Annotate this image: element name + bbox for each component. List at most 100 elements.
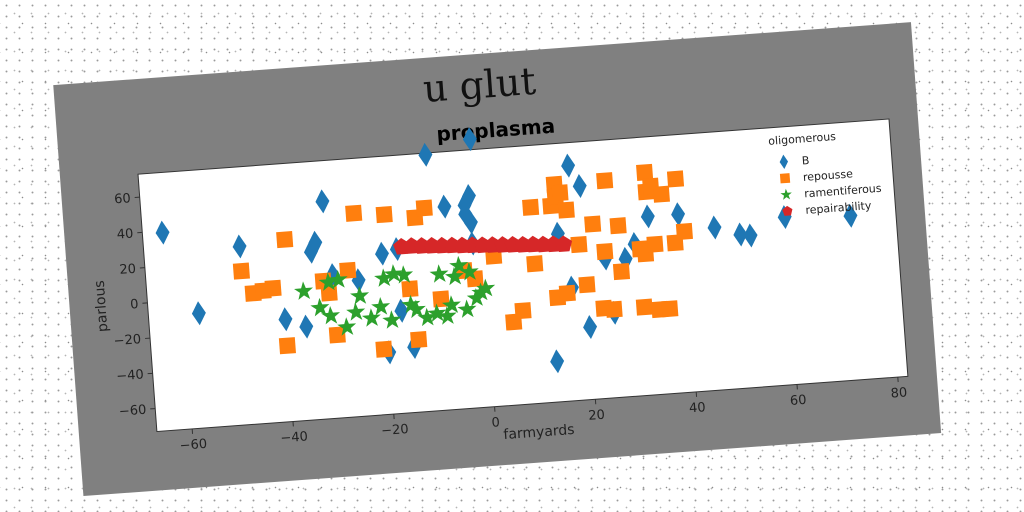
ramentiferous-marker: [350, 286, 370, 305]
legend-label: repousse: [803, 167, 854, 184]
repousse-marker: [375, 205, 393, 224]
repousse-marker: [345, 204, 363, 222]
ramentiferous-marker: [321, 305, 341, 325]
b-marker: [707, 215, 722, 240]
x-tick-label: 60: [789, 393, 807, 409]
repousse-marker: [578, 276, 596, 294]
ramentiferous-marker: [394, 265, 414, 284]
repousse-marker: [570, 235, 588, 254]
ramentiferous-marker: [406, 299, 426, 319]
y-tick-label: −20: [113, 332, 141, 349]
ramentiferous-marker: [437, 306, 457, 325]
ramentiferous-marker: [374, 268, 394, 287]
repousse-marker: [514, 302, 532, 320]
ramentiferous-marker: [346, 302, 366, 321]
repousse-marker: [661, 300, 679, 318]
repousse-marker: [584, 215, 602, 233]
legend-label: B: [801, 154, 809, 168]
y-axis-label: parlous: [92, 280, 112, 333]
x-tick-label: 40: [689, 400, 707, 416]
legend-title: oligomerous: [768, 130, 837, 148]
ramentiferous-marker: [459, 262, 479, 281]
ramentiferous-marker: [310, 297, 330, 317]
repousse-marker: [551, 184, 569, 202]
repousse-marker: [605, 300, 623, 318]
ramentiferous-marker: [371, 296, 391, 316]
x-tick-label: −60: [179, 437, 207, 454]
b-marker: [461, 183, 476, 208]
figure-title: u glut: [422, 59, 538, 111]
b-marker: [640, 204, 655, 229]
b-marker: [278, 307, 293, 332]
b-marker: [437, 194, 452, 219]
ramentiferous-marker: [383, 264, 403, 283]
ramentiferous-marker: [361, 308, 381, 327]
y-tick-label: −60: [118, 403, 146, 420]
repousse-marker: [328, 326, 346, 344]
repousse-marker: [526, 255, 544, 273]
legend-label: repairability: [805, 199, 872, 217]
b-marker: [561, 153, 576, 178]
b-marker: [375, 241, 389, 266]
legend-marker: [779, 154, 789, 170]
x-tick-label: 0: [491, 415, 500, 431]
legend-marker: [779, 173, 791, 184]
b-marker: [572, 174, 587, 198]
x-tick-label: −40: [280, 429, 308, 446]
ramentiferous-marker: [471, 282, 491, 301]
b-marker: [191, 301, 206, 326]
repousse-marker: [646, 235, 664, 253]
legend-marker: [782, 205, 793, 216]
repousse-marker: [635, 298, 653, 316]
legend-label: ramentiferous: [804, 182, 882, 201]
legend: oligomerous Brepousseramentiferousrepair…: [768, 130, 882, 217]
ramentiferous-marker: [337, 317, 357, 336]
x-tick-label: −20: [381, 422, 409, 439]
repousse-marker: [264, 279, 282, 297]
b-marker: [315, 189, 330, 214]
b-marker: [232, 234, 247, 259]
b-marker: [463, 210, 478, 235]
x-axis-label: farmyards: [503, 422, 575, 443]
repousse-marker: [415, 199, 433, 217]
y-tick-label: 60: [114, 191, 132, 207]
repousse-marker: [596, 242, 614, 261]
repousse-marker: [410, 331, 428, 349]
figure: u glut proplasma −60 −40 −20 0 20 40 60 80 −60−…: [53, 22, 942, 497]
repousse-marker: [558, 284, 576, 302]
ramentiferous-marker: [476, 278, 496, 298]
b-marker: [777, 205, 792, 230]
repousse-marker: [320, 284, 338, 302]
repousse-marker: [612, 262, 631, 281]
b-marker: [843, 203, 858, 228]
x-tick-label: 20: [588, 408, 606, 424]
repousse-marker: [278, 337, 296, 355]
plot-area: [137, 118, 909, 433]
b-marker: [743, 223, 758, 248]
b-marker: [583, 315, 598, 339]
repousse-marker: [522, 198, 540, 216]
repousse-marker: [636, 163, 654, 181]
y-tick-label: −40: [116, 367, 144, 384]
y-tick-label: 20: [119, 262, 137, 278]
ramentiferous-marker: [444, 266, 464, 286]
repousse-marker: [596, 172, 614, 190]
ramentiferous-marker: [318, 272, 338, 291]
repousse-marker: [375, 340, 393, 358]
y-axis-ticks: −60 −40 −20 0 20 40 60: [113, 191, 156, 420]
ramentiferous-marker: [441, 295, 461, 314]
b-marker: [308, 230, 323, 255]
data-markers: [155, 127, 858, 374]
b-marker: [303, 239, 318, 264]
ramentiferous-marker: [427, 303, 447, 322]
repousse-marker: [232, 262, 250, 280]
repairability-marker: [555, 235, 573, 253]
legend-marker: [780, 188, 792, 200]
x-axis-ticks: −60 −40 −20 0 20 40 60 80: [179, 377, 908, 454]
repousse-marker: [675, 222, 693, 241]
x-tick-label: 80: [890, 385, 908, 401]
repousse-marker: [276, 231, 294, 249]
b-marker: [550, 349, 565, 374]
